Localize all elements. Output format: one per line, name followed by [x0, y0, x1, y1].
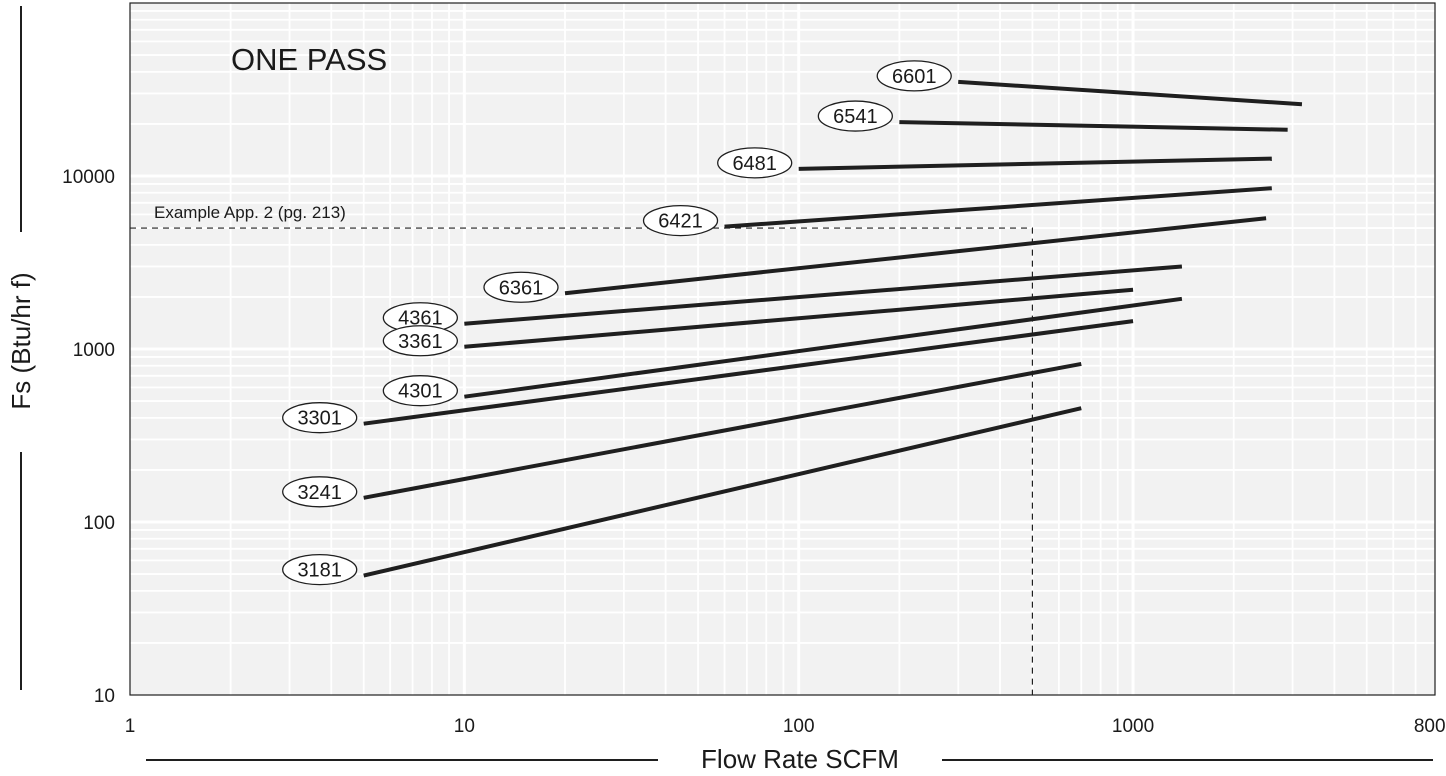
example-guides: Example App. 2 (pg. 213)	[130, 203, 1034, 695]
series-label-3241: 3241	[297, 482, 342, 504]
x-tick-label: 100	[783, 716, 815, 737]
series-label-6421: 6421	[658, 211, 703, 233]
series-label-oval-3181	[282, 553, 358, 586]
x-tick-label: 8000	[1414, 716, 1446, 737]
series-label-oval-6421	[642, 204, 719, 237]
tick-labels: 1 10 100 1000 8000 10 100 1000 10000	[62, 167, 1446, 737]
series-label-4361: 4361	[398, 308, 443, 330]
series-line-3181	[363, 406, 1082, 578]
series-label-oval-3241	[282, 476, 358, 508]
series-line-4301	[464, 296, 1183, 399]
series-line-6481	[798, 156, 1272, 171]
series-line-3361	[464, 287, 1134, 349]
series-line-6541	[899, 120, 1288, 132]
series-label-6541: 6541	[833, 106, 878, 128]
series-label-oval-3301	[282, 402, 358, 434]
series-label-oval-6601	[876, 60, 952, 92]
y-tick-label: 100	[83, 513, 115, 534]
grid	[130, 3, 1435, 695]
series-lines	[363, 79, 1303, 578]
series-line-3241	[363, 361, 1082, 500]
series-line-6361	[564, 216, 1267, 296]
y-tick-label: 1000	[73, 340, 115, 361]
series-label-3181: 3181	[297, 560, 342, 582]
x-tick-label: 10	[454, 716, 475, 737]
series-line-6601	[958, 79, 1303, 107]
x-axis-title: Flow Rate SCFM	[701, 744, 899, 774]
series-label-oval-3361	[382, 325, 459, 357]
x-tick-label: 1000	[1112, 716, 1154, 737]
series-label-6601: 6601	[892, 66, 937, 88]
series-label-oval-4301	[382, 375, 459, 407]
series-label-6361: 6361	[499, 277, 544, 299]
chart-title: ONE PASS	[231, 42, 387, 77]
series-label-oval-6481	[717, 147, 793, 179]
example-annotation-label: Example App. 2 (pg. 213)	[154, 203, 346, 222]
series-line-4361	[464, 264, 1183, 326]
example-guide-line	[130, 227, 1034, 695]
x-tick-label: 1	[125, 716, 136, 737]
y-tick-label: 10	[94, 686, 115, 707]
y-axis-title: Fs (Btu/hr f)	[6, 272, 36, 409]
series-label-oval-6541	[817, 100, 894, 132]
series-label-oval-6361	[483, 271, 559, 303]
series-label-3361: 3361	[398, 331, 443, 353]
series-line-3301	[363, 319, 1134, 426]
y-tick-label: 10000	[62, 167, 115, 188]
plot-frame	[129, 2, 1436, 696]
series-label-3301: 3301	[297, 408, 342, 430]
series-label-4301: 4301	[398, 381, 443, 403]
series-label-6481: 6481	[732, 153, 777, 175]
series-line-6421	[724, 186, 1272, 229]
